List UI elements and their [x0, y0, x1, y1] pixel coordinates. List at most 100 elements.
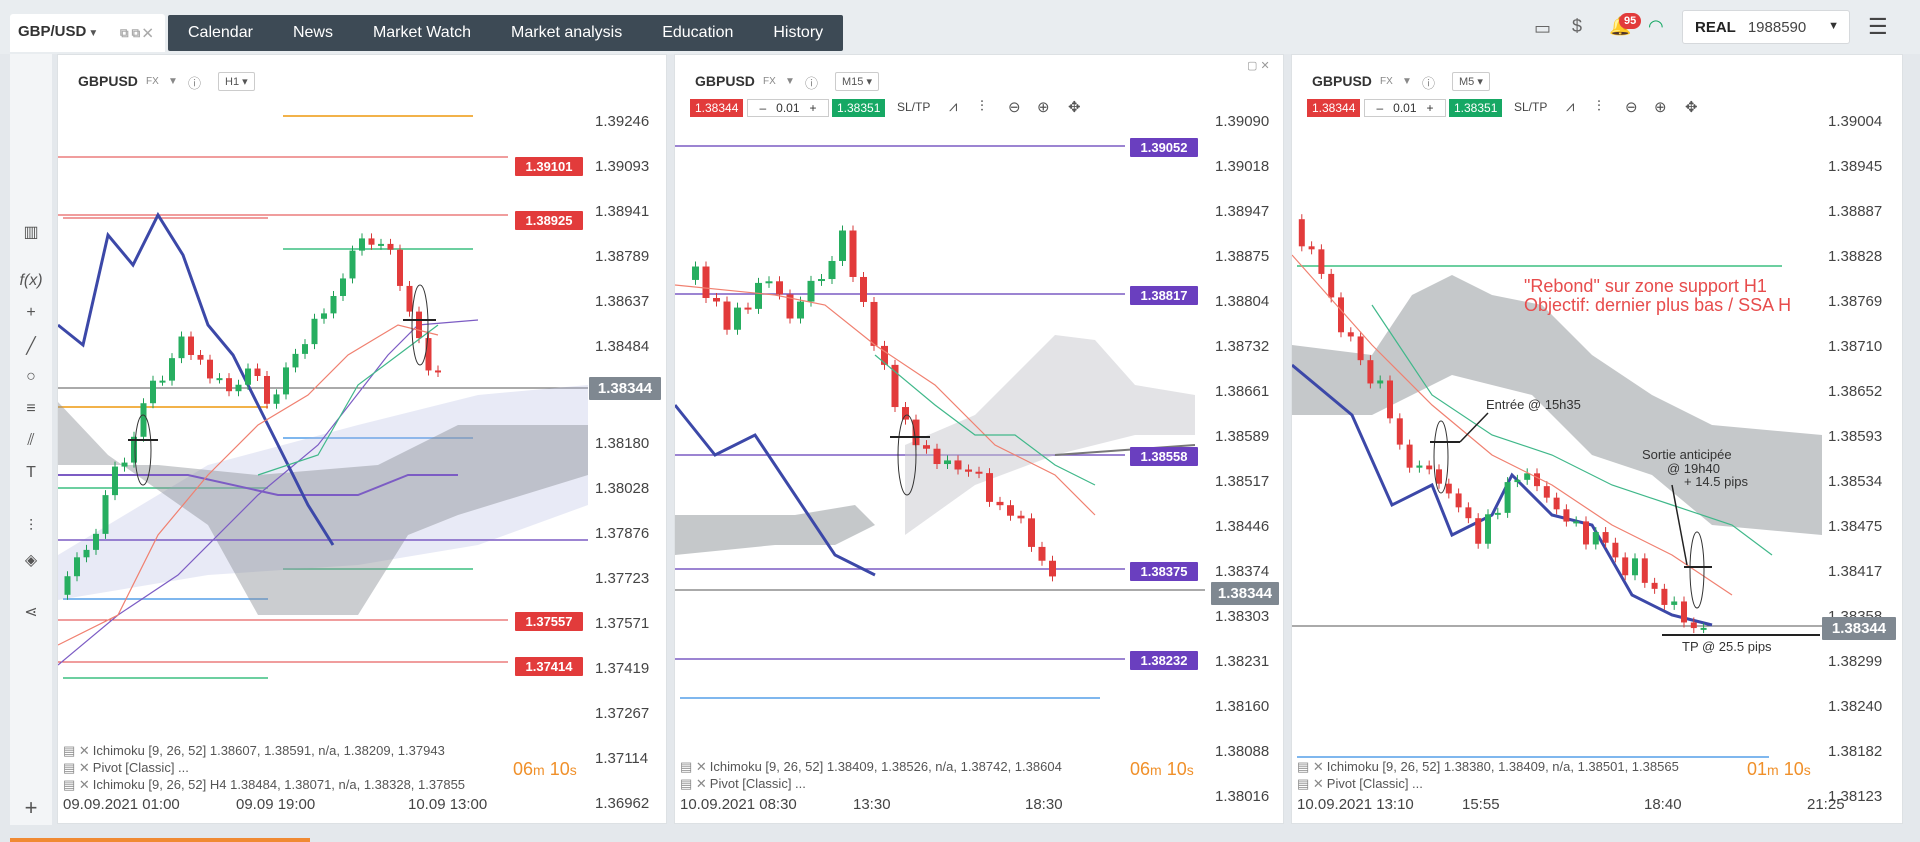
price-level-box[interactable]: 1.39101	[515, 157, 583, 176]
price-label: 1.38231	[1215, 653, 1270, 670]
lot-size-input[interactable]: – 0.01 +	[1364, 99, 1446, 117]
price-level-box[interactable]: 1.38817	[1130, 286, 1198, 305]
candles-icon[interactable]: ⫶	[980, 98, 984, 115]
columns-icon[interactable]: ▥	[23, 224, 39, 241]
symbol-tab[interactable]: GBP/USD ▼ ⧉⧉✕	[10, 14, 165, 52]
chevron-down-icon[interactable]: ▼	[1402, 76, 1412, 87]
indicator-pivot[interactable]: ▤ ✕ Pivot [Classic] ...	[63, 760, 189, 775]
chart-symbol[interactable]: GBPUSD	[78, 73, 138, 89]
chevron-down-icon[interactable]: ▼	[1828, 20, 1839, 32]
function-icon[interactable]: f(x)	[19, 272, 43, 289]
text-icon[interactable]: T	[26, 464, 36, 481]
chart-panel-m15[interactable]: GBPUSD FX ▼ ⓘ M15 ▾ ▢ ✕ 1.38344 – 0.01 +…	[674, 54, 1284, 824]
candle	[169, 358, 175, 381]
chart-symbol[interactable]: GBPUSD	[1312, 73, 1372, 89]
candle	[786, 294, 794, 319]
candle	[254, 368, 261, 377]
info-icon[interactable]: ⓘ	[805, 76, 819, 91]
sell-price-button[interactable]: 1.38344	[1307, 99, 1361, 117]
info-icon[interactable]: ⓘ	[1422, 76, 1436, 91]
zoom-in-icon[interactable]: ⊕	[1654, 99, 1667, 116]
price-level-box[interactable]: 1.38375	[1130, 562, 1198, 581]
move-icon[interactable]: ✥	[1685, 99, 1698, 116]
nav-market-watch[interactable]: Market Watch	[372, 24, 472, 41]
candles-icon[interactable]: ⫶	[1597, 98, 1601, 115]
price-label: 1.38941	[595, 203, 650, 220]
chart-panel-m5[interactable]: GBPUSD FX ▼ ⓘ M5 ▾ 1.38344 – 0.01 + 1.38…	[1291, 54, 1903, 824]
nav-education[interactable]: Education	[662, 24, 734, 41]
info-icon[interactable]: ⓘ	[188, 76, 202, 91]
asset-class: FX	[1380, 76, 1393, 87]
price-level-box[interactable]: 1.38558	[1130, 447, 1198, 466]
timeframe-value: M5	[1459, 76, 1475, 88]
add-chart-button[interactable]: +	[10, 795, 52, 825]
chart-symbol[interactable]: GBPUSD	[695, 73, 755, 89]
indicator-icon[interactable]: ⫶	[28, 518, 33, 535]
zoom-in-icon[interactable]: ⊕	[1037, 99, 1050, 116]
nav-market-analysis[interactable]: Market analysis	[511, 24, 623, 41]
candle	[1377, 380, 1384, 384]
price-label: 1.38016	[1215, 788, 1270, 805]
indicator-pivot[interactable]: ▤ ✕ Pivot [Classic] ...	[1297, 776, 1423, 791]
indicator-label: Pivot [Classic] ...	[709, 776, 806, 791]
price-level-box[interactable]: 1.39052	[1130, 138, 1198, 157]
nav-calendar[interactable]: Calendar	[188, 24, 253, 41]
price-level-box[interactable]: 1.38232	[1130, 651, 1198, 670]
price-level-box[interactable]: 1.38925	[515, 211, 583, 230]
indicator-ichimoku[interactable]: ▤ ✕ Ichimoku [9, 26, 52] 1.38380, 1.38409…	[1297, 759, 1679, 774]
time-label: 18:30	[1025, 796, 1063, 813]
timeframe-select[interactable]: M15 ▾	[835, 72, 879, 91]
price-level-box[interactable]: 1.37414	[515, 657, 583, 676]
chevron-down-icon[interactable]: ▼	[785, 76, 795, 87]
buy-price-button[interactable]: 1.38351	[832, 99, 886, 117]
time-label: 21:25	[1807, 796, 1845, 813]
layers-icon[interactable]: ◈	[24, 552, 38, 569]
indicator-ichimoku-h4[interactable]: ▤ ✕ Ichimoku [9, 26, 52] H4 1.38484, 1.38…	[63, 777, 466, 792]
candle	[965, 469, 972, 472]
price-label: 1.37419	[595, 660, 650, 677]
chart-canvas[interactable]	[1292, 55, 1904, 825]
share-icon[interactable]: ⋖	[24, 604, 38, 621]
candle	[74, 557, 80, 577]
buy-price-button[interactable]: 1.38351	[1449, 99, 1503, 117]
indicator-ichimoku[interactable]: ▤ ✕ Ichimoku [9, 26, 52] 1.38409, 1.38526…	[680, 759, 1062, 774]
nav-news[interactable]: News	[292, 24, 333, 41]
chart-panel-h1[interactable]: GBPUSD FX ▼ ⓘ H1 ▾ 1.39246 1.39093 1.38941…	[57, 54, 667, 824]
sltp-button[interactable]: SL/TP	[1514, 100, 1548, 114]
sell-price-button[interactable]: 1.38344	[690, 99, 744, 117]
chevron-down-icon[interactable]: ▼	[88, 28, 99, 39]
circle-icon[interactable]: ○	[26, 368, 36, 385]
trend-icon[interactable]: ⫽	[27, 432, 35, 449]
indicator-ichimoku[interactable]: ▤ ✕ Ichimoku [9, 26, 52] 1.38607, 1.38591…	[63, 743, 445, 758]
crosshair-icon[interactable]: +	[26, 304, 36, 321]
move-icon[interactable]: ✥	[1068, 99, 1081, 116]
nav-history[interactable]: History	[773, 24, 824, 41]
zoom-out-icon[interactable]: ⊖	[1625, 99, 1638, 116]
window-controls-icon[interactable]: ⧉⧉✕	[120, 26, 156, 40]
chart-canvas[interactable]	[58, 55, 668, 825]
pencil-line-icon[interactable]: ╱	[26, 338, 36, 355]
hamburger-menu-icon[interactable]: ☰	[1868, 14, 1888, 39]
timer-seconds: 10	[1783, 759, 1804, 779]
sltp-button[interactable]: SL/TP	[897, 100, 931, 114]
chart-canvas[interactable]	[675, 55, 1285, 825]
price-label: 1.38160	[1215, 698, 1270, 715]
line-chart-icon[interactable]: ⩘	[949, 98, 958, 115]
price-level-box[interactable]: 1.37557	[515, 612, 583, 631]
lot-size-input[interactable]: – 0.01 +	[747, 99, 829, 117]
layout-icon[interactable]: ▭	[1534, 18, 1552, 38]
timeframe-select[interactable]: M5 ▾	[1452, 72, 1490, 91]
account-selector[interactable]: REAL 1988590 ▼	[1682, 10, 1850, 44]
deposit-icon[interactable]: $	[1572, 16, 1583, 36]
price-label: 1.38710	[1828, 338, 1883, 355]
window-controls-icon[interactable]: ▢ ✕	[1247, 60, 1270, 72]
timer-minutes: 06	[513, 759, 534, 779]
line-chart-icon[interactable]: ⩘	[1566, 98, 1575, 115]
timeframe-select[interactable]: H1 ▾	[218, 72, 255, 91]
fibonacci-icon[interactable]: ≡	[26, 400, 36, 417]
zoom-out-icon[interactable]: ⊖	[1008, 99, 1021, 116]
price-label: 1.38769	[1828, 293, 1883, 310]
candle	[406, 285, 413, 312]
chevron-down-icon[interactable]: ▼	[168, 76, 178, 87]
indicator-pivot[interactable]: ▤ ✕ Pivot [Classic] ...	[680, 776, 806, 791]
